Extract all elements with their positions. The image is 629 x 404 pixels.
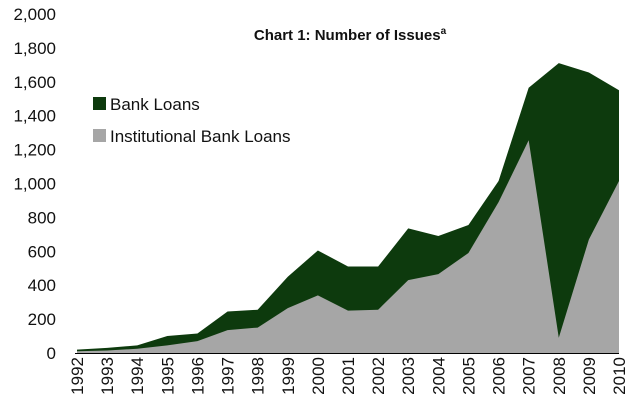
y-tick-label: 800 [28,208,56,227]
y-tick-label: 1,800 [13,39,56,58]
x-tick-label: 2009 [580,357,599,395]
x-tick-label: 2001 [339,357,358,395]
x-tick-label: 2010 [610,357,629,395]
legend: Bank Loans Institutional Bank Loans [93,95,291,146]
y-tick-label: 0 [47,344,56,363]
x-tick-label: 1997 [219,357,238,395]
legend-label: Bank Loans [110,95,200,114]
x-tick-label: 1995 [158,357,177,395]
chart-title-superscript: a [441,26,447,37]
area-series-institutional-bank-loans [77,140,619,353]
y-tick-label: 2,000 [13,5,56,24]
y-tick-label: 1,600 [13,73,56,92]
x-tick-label: 1999 [279,357,298,395]
y-tick-labels: 0 200 400 600 800 1,000 1,200 1,400 1,600 1,800 2,… [13,5,56,363]
legend-swatch [93,97,106,110]
x-tick-label: 2008 [550,357,569,395]
x-tick-labels: 1992 1993 1994 1995 1996 1997 1998 1999 2000 2001… [68,357,629,395]
x-tick-label: 2005 [459,357,478,395]
chart-title: Chart 1: Number of Issuesa [254,26,447,44]
x-tick-label: 1992 [68,357,87,395]
x-tick-label: 2006 [490,357,509,395]
x-tick-label: 1998 [249,357,268,395]
x-tick-label: 1993 [98,357,117,395]
plot-areas [77,63,619,354]
x-tick-label: 2000 [309,357,328,395]
y-tick-label: 1,400 [13,107,56,126]
x-tick-label: 1994 [128,357,147,395]
x-tick-label: 2002 [369,357,388,395]
legend-swatch [93,129,106,142]
chart-title-text: Chart 1: Number of Issues [254,27,441,44]
x-tick-label: 2003 [399,357,418,395]
x-tick-label: 1996 [188,357,207,395]
y-tick-label: 600 [28,242,56,261]
y-tick-label: 1,200 [13,141,56,160]
x-tick-label: 2007 [520,357,539,395]
y-tick-label: 400 [28,276,56,295]
y-tick-label: 1,000 [13,175,56,194]
legend-label: Institutional Bank Loans [110,127,291,146]
x-tick-label: 2004 [429,357,448,395]
y-tick-label: 200 [28,310,56,329]
